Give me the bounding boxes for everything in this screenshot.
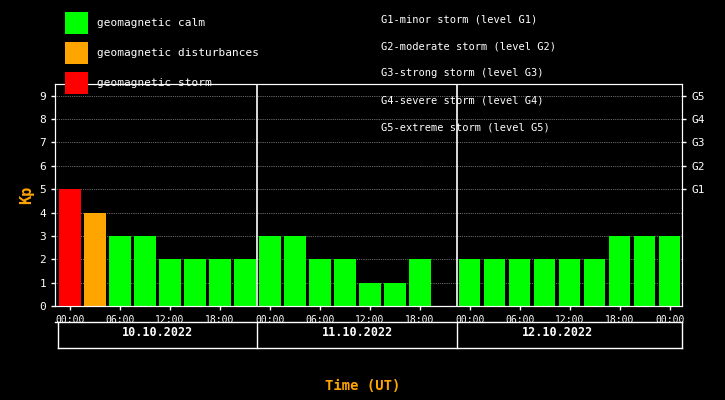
Bar [484, 259, 505, 306]
Text: 11.10.2022: 11.10.2022 [322, 326, 393, 339]
Text: geomagnetic disturbances: geomagnetic disturbances [97, 48, 259, 58]
Bar [210, 259, 231, 306]
Text: G2-moderate storm (level G2): G2-moderate storm (level G2) [381, 41, 555, 51]
Bar [584, 259, 605, 306]
Bar [360, 283, 381, 306]
Bar [559, 259, 581, 306]
Bar [310, 259, 331, 306]
Text: 12.10.2022: 12.10.2022 [522, 326, 593, 339]
Bar [459, 259, 481, 306]
Text: G1-minor storm (level G1): G1-minor storm (level G1) [381, 14, 537, 24]
Bar [659, 236, 680, 306]
Bar [109, 236, 130, 306]
Bar [184, 259, 206, 306]
Bar [134, 236, 156, 306]
Bar [534, 259, 555, 306]
Text: geomagnetic calm: geomagnetic calm [97, 18, 205, 28]
Bar [260, 236, 281, 306]
Bar [59, 189, 80, 306]
Bar [634, 236, 655, 306]
Bar [160, 259, 181, 306]
Bar [284, 236, 305, 306]
Bar [334, 259, 355, 306]
Y-axis label: Kp: Kp [19, 186, 34, 204]
Text: 10.10.2022: 10.10.2022 [122, 326, 193, 339]
Text: G5-extreme storm (level G5): G5-extreme storm (level G5) [381, 123, 550, 133]
Text: Time (UT): Time (UT) [325, 379, 400, 393]
Text: G3-strong storm (level G3): G3-strong storm (level G3) [381, 68, 543, 78]
Bar [410, 259, 431, 306]
Bar [384, 283, 405, 306]
Bar [234, 259, 256, 306]
Bar [84, 212, 106, 306]
Bar [609, 236, 630, 306]
Text: geomagnetic storm: geomagnetic storm [97, 78, 212, 88]
Text: G4-severe storm (level G4): G4-severe storm (level G4) [381, 96, 543, 106]
Bar [509, 259, 531, 306]
